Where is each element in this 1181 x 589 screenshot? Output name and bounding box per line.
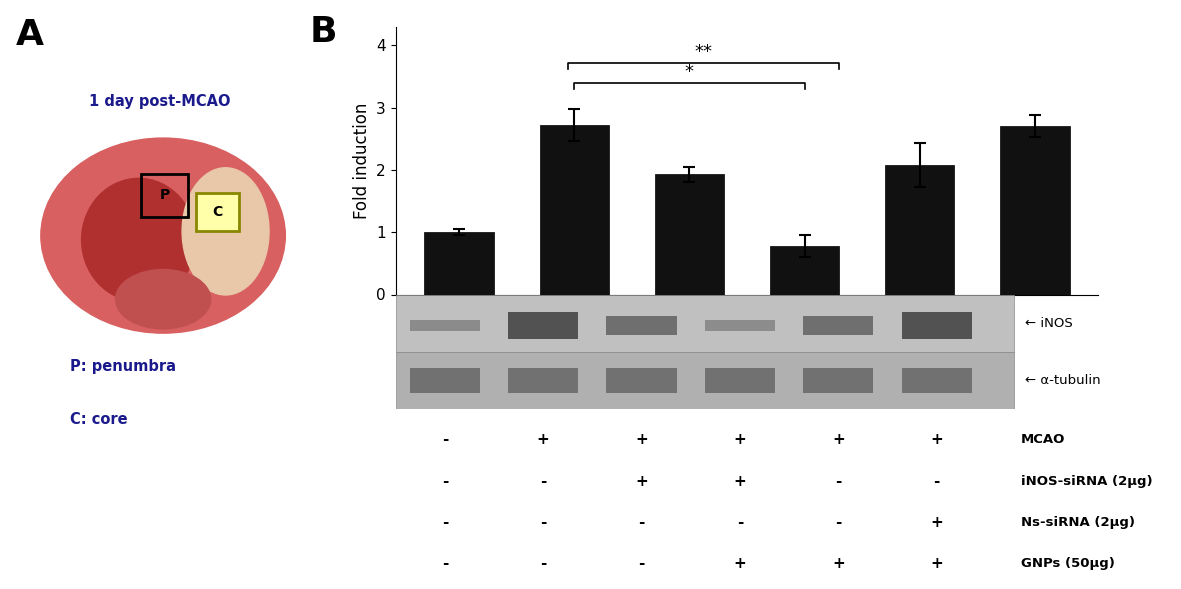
Text: +: + <box>831 432 844 448</box>
Bar <box>705 320 775 331</box>
Text: -: - <box>737 515 743 530</box>
Bar <box>803 316 874 335</box>
Text: -: - <box>835 515 842 530</box>
Text: -: - <box>540 474 547 489</box>
Text: +: + <box>931 515 944 530</box>
Text: B: B <box>309 15 337 49</box>
Y-axis label: Fold induction: Fold induction <box>353 102 371 219</box>
Bar <box>886 165 954 294</box>
Text: ← α-tubulin: ← α-tubulin <box>1025 374 1101 387</box>
Bar <box>410 368 479 393</box>
Text: -: - <box>442 432 448 448</box>
Text: iNOS-siRNA (2μg): iNOS-siRNA (2μg) <box>1022 475 1153 488</box>
Bar <box>770 246 840 294</box>
Ellipse shape <box>81 178 196 302</box>
Text: -: - <box>540 557 547 571</box>
Bar <box>424 232 494 294</box>
Ellipse shape <box>116 270 210 329</box>
Text: C: C <box>213 206 222 219</box>
Text: -: - <box>639 515 645 530</box>
Text: GNPs (50μg): GNPs (50μg) <box>1022 557 1115 570</box>
Text: Ns-siRNA (2μg): Ns-siRNA (2μg) <box>1022 516 1135 529</box>
Bar <box>607 316 677 335</box>
Text: -: - <box>442 557 448 571</box>
Text: P: penumbra: P: penumbra <box>70 359 176 374</box>
Bar <box>705 368 775 393</box>
Bar <box>540 125 608 294</box>
Bar <box>508 368 579 393</box>
Text: **: ** <box>694 44 713 61</box>
Text: +: + <box>931 557 944 571</box>
Text: MCAO: MCAO <box>1022 434 1065 446</box>
Text: +: + <box>831 557 844 571</box>
Text: +: + <box>733 474 746 489</box>
Text: ← iNOS: ← iNOS <box>1025 317 1072 330</box>
Bar <box>396 352 1014 409</box>
Bar <box>654 174 724 294</box>
Text: -: - <box>639 557 645 571</box>
Text: -: - <box>835 474 842 489</box>
Text: +: + <box>635 432 648 448</box>
Text: *: * <box>685 64 694 81</box>
Bar <box>508 312 579 339</box>
Ellipse shape <box>41 138 286 333</box>
Text: P: P <box>159 188 170 202</box>
FancyBboxPatch shape <box>196 193 239 231</box>
Bar <box>396 294 1014 352</box>
Bar <box>410 320 479 331</box>
Text: +: + <box>733 432 746 448</box>
Bar <box>803 368 874 393</box>
Bar <box>901 312 972 339</box>
Text: +: + <box>635 474 648 489</box>
Text: -: - <box>933 474 940 489</box>
Ellipse shape <box>182 168 269 295</box>
Text: +: + <box>537 432 549 448</box>
Text: -: - <box>442 474 448 489</box>
Bar <box>1000 126 1070 294</box>
Text: 1 day post-MCAO: 1 day post-MCAO <box>89 94 230 109</box>
Text: A: A <box>17 18 44 52</box>
Text: +: + <box>733 557 746 571</box>
Text: -: - <box>442 515 448 530</box>
Text: -: - <box>540 515 547 530</box>
Bar <box>901 368 972 393</box>
Text: +: + <box>931 432 944 448</box>
Text: C: core: C: core <box>70 412 128 427</box>
Bar <box>607 368 677 393</box>
